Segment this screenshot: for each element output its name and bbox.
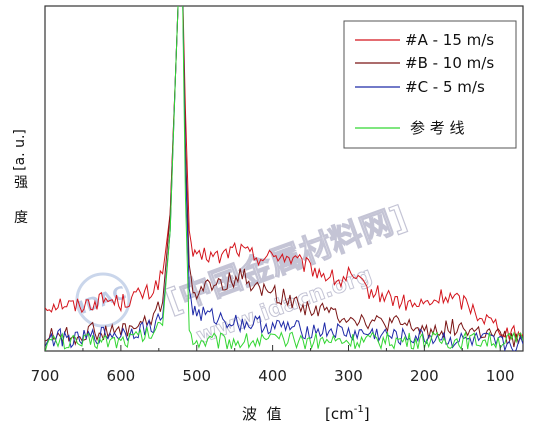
x-axis-unit-base: [cm xyxy=(325,405,354,423)
x-tick-label-400: 400 xyxy=(258,367,287,385)
plot-frame xyxy=(44,5,524,352)
series-line-3 xyxy=(45,6,523,351)
watermark-logo-text: IDAC xyxy=(76,282,129,318)
series-line-2 xyxy=(45,6,523,348)
y-axis-label: [a. u.] xyxy=(12,129,28,171)
y-axis-label-cn-1: 强 xyxy=(14,175,28,191)
x-axis-label-cn: 波 值 xyxy=(242,405,282,423)
x-axis-label-unit: [cm-1] xyxy=(325,404,370,423)
x-axis-unit-close: ] xyxy=(364,405,370,423)
x-axis: 700 600 500 400 300 200 100 xyxy=(31,345,515,385)
legend-label-1: #A - 15 m/s xyxy=(405,31,494,49)
x-axis-unit-sup: -1 xyxy=(354,404,364,415)
legend: #A - 15 m/s #B - 10 m/s #C - 5 m/s 参 考 线 xyxy=(343,20,517,149)
series-layer xyxy=(45,6,523,351)
x-tick-label-600: 600 xyxy=(107,367,136,385)
y-axis-label-cn-2: 度 xyxy=(14,210,28,226)
legend-box xyxy=(343,20,517,149)
legend-label-2: #B - 10 m/s xyxy=(405,54,494,72)
x-tick-label-300: 300 xyxy=(334,367,363,385)
series-line-1 xyxy=(45,6,523,341)
x-tick-label-500: 500 xyxy=(182,367,211,385)
legend-label-4: 参 考 线 xyxy=(410,119,465,137)
x-tick-label-200: 200 xyxy=(410,367,439,385)
x-tick-label-700: 700 xyxy=(31,367,60,385)
series-line-4 xyxy=(45,6,523,351)
legend-items: #A - 15 m/s #B - 10 m/s #C - 5 m/s 参 考 线 xyxy=(355,31,494,137)
legend-label-3: #C - 5 m/s xyxy=(405,78,485,96)
x-tick-label-100: 100 xyxy=(486,367,515,385)
